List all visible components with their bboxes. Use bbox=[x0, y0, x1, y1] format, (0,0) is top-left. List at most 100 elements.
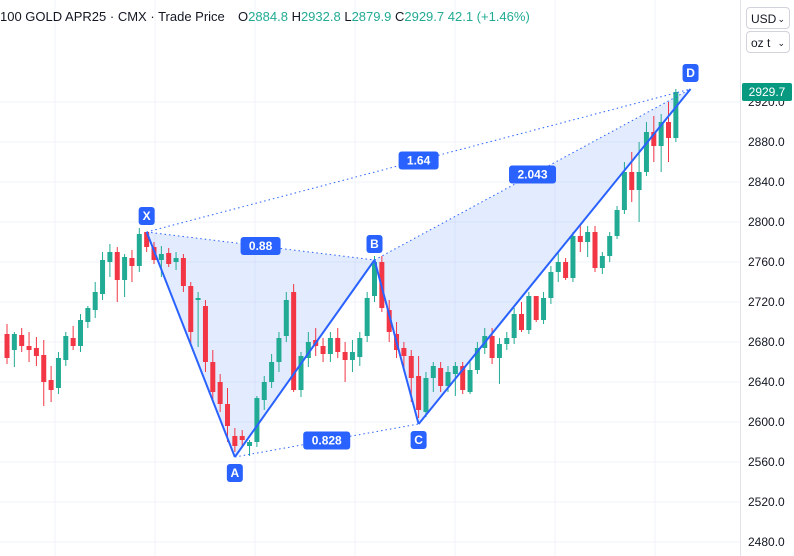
unit-select[interactable]: oz t ⌄ bbox=[746, 31, 790, 53]
candle-body bbox=[26, 346, 32, 350]
symbol-name[interactable]: 100 GOLD APR25 bbox=[0, 9, 107, 24]
price-tick-label: 2560.0 bbox=[748, 455, 785, 469]
unit-select-value: oz t bbox=[751, 36, 771, 50]
candle-body bbox=[577, 236, 583, 242]
ratio-label-box bbox=[240, 237, 281, 255]
candle-body bbox=[70, 338, 76, 346]
candle-body bbox=[401, 348, 407, 356]
candle-body bbox=[452, 366, 458, 374]
candle-body bbox=[4, 334, 10, 358]
candle-body bbox=[78, 320, 83, 346]
candle-body bbox=[276, 338, 282, 362]
candle-body bbox=[217, 382, 223, 404]
candle-body bbox=[247, 442, 253, 446]
candle-body bbox=[460, 366, 466, 390]
legend-separator: · bbox=[150, 9, 155, 24]
chart-plot-area[interactable]: 0.88 0.828 1.64 2.043 X A B C D bbox=[0, 0, 740, 556]
candle-body bbox=[173, 258, 179, 262]
candle-body bbox=[202, 306, 208, 362]
candle-body bbox=[335, 338, 341, 352]
candle-body bbox=[210, 362, 216, 392]
price-tick-label: 2640.0 bbox=[748, 375, 785, 389]
candle-body bbox=[386, 310, 392, 332]
candle-body bbox=[327, 338, 333, 354]
point-label-box bbox=[682, 64, 699, 82]
candle-body bbox=[320, 346, 326, 354]
point-label-box bbox=[366, 235, 383, 253]
candle-body bbox=[636, 172, 642, 190]
candle-body bbox=[666, 122, 671, 138]
pattern-fill bbox=[146, 89, 691, 457]
high-label: H bbox=[291, 9, 301, 24]
candle-body bbox=[158, 254, 164, 260]
candle-body bbox=[48, 380, 54, 390]
candle-body bbox=[342, 352, 348, 360]
candle-body bbox=[614, 210, 620, 236]
candle-body bbox=[107, 252, 113, 262]
candle-body bbox=[357, 338, 363, 357]
candle-body bbox=[129, 258, 135, 266]
candle-body bbox=[445, 372, 451, 386]
pattern-leg bbox=[145, 231, 236, 458]
candle-body bbox=[188, 286, 194, 332]
candle-body bbox=[423, 378, 429, 412]
candle-body bbox=[621, 172, 627, 210]
ratio-line bbox=[374, 88, 691, 261]
last-price-badge: 2929.7 bbox=[742, 83, 792, 101]
candle-body bbox=[254, 398, 260, 442]
ratio-line bbox=[146, 88, 691, 233]
candle-body bbox=[651, 132, 657, 146]
candle-body bbox=[496, 344, 502, 358]
candle-body bbox=[33, 348, 39, 356]
candle-body bbox=[563, 262, 569, 278]
open-label: O bbox=[238, 9, 249, 24]
candle-body bbox=[526, 296, 532, 330]
candle-body bbox=[144, 232, 150, 247]
candle-body bbox=[474, 348, 480, 370]
price-tick-label: 2480.0 bbox=[748, 535, 785, 549]
candle-body bbox=[489, 336, 495, 358]
price-tick-label: 2520.0 bbox=[748, 495, 785, 509]
candle-body bbox=[100, 260, 106, 294]
price-tick-label: 2680.0 bbox=[748, 335, 785, 349]
point-label: X bbox=[143, 209, 151, 223]
pattern-triangle bbox=[146, 232, 375, 457]
currency-select[interactable]: USD ⌄ bbox=[746, 7, 790, 29]
candle-body bbox=[232, 436, 238, 446]
ratio-label: 1.64 bbox=[407, 154, 431, 168]
candles bbox=[4, 89, 679, 456]
candle-body bbox=[85, 308, 91, 322]
candlestick-chart[interactable]: 0.88 0.828 1.64 2.043 X A B C D bbox=[0, 0, 740, 556]
candle-body bbox=[114, 252, 120, 280]
point-label: D bbox=[686, 66, 695, 80]
candle-body bbox=[467, 370, 473, 392]
ratio-label-box bbox=[303, 431, 351, 450]
candle-body bbox=[291, 292, 297, 390]
candle-body bbox=[430, 366, 436, 378]
candle-body bbox=[92, 292, 98, 310]
low-value: 2879.9 bbox=[351, 9, 392, 24]
point-label-box bbox=[138, 207, 155, 225]
grid-lines bbox=[0, 0, 740, 556]
candle-body bbox=[225, 404, 230, 426]
pattern-leg bbox=[373, 259, 420, 425]
candle-body bbox=[504, 338, 510, 344]
symbol-legend: 100 GOLD APR25 · CMX · Trade Price O2884… bbox=[0, 9, 530, 24]
low-label: L bbox=[344, 9, 352, 24]
candle-body bbox=[607, 236, 613, 256]
candle-body bbox=[349, 352, 355, 360]
candle-body bbox=[592, 232, 598, 268]
candle-body bbox=[239, 436, 245, 440]
price-tick-label: 2800.0 bbox=[748, 215, 785, 229]
candle-body bbox=[269, 362, 275, 382]
point-label: B bbox=[370, 237, 379, 251]
ratio-label-box bbox=[398, 151, 439, 170]
close-label: C bbox=[394, 9, 405, 24]
candle-body bbox=[533, 296, 539, 320]
price-tick-label: 2840.0 bbox=[748, 175, 785, 189]
candle-body bbox=[643, 132, 649, 172]
candle-body bbox=[438, 368, 444, 386]
ratio-label-box bbox=[509, 165, 557, 184]
pattern-leg bbox=[417, 88, 692, 425]
candle-body bbox=[585, 232, 591, 242]
